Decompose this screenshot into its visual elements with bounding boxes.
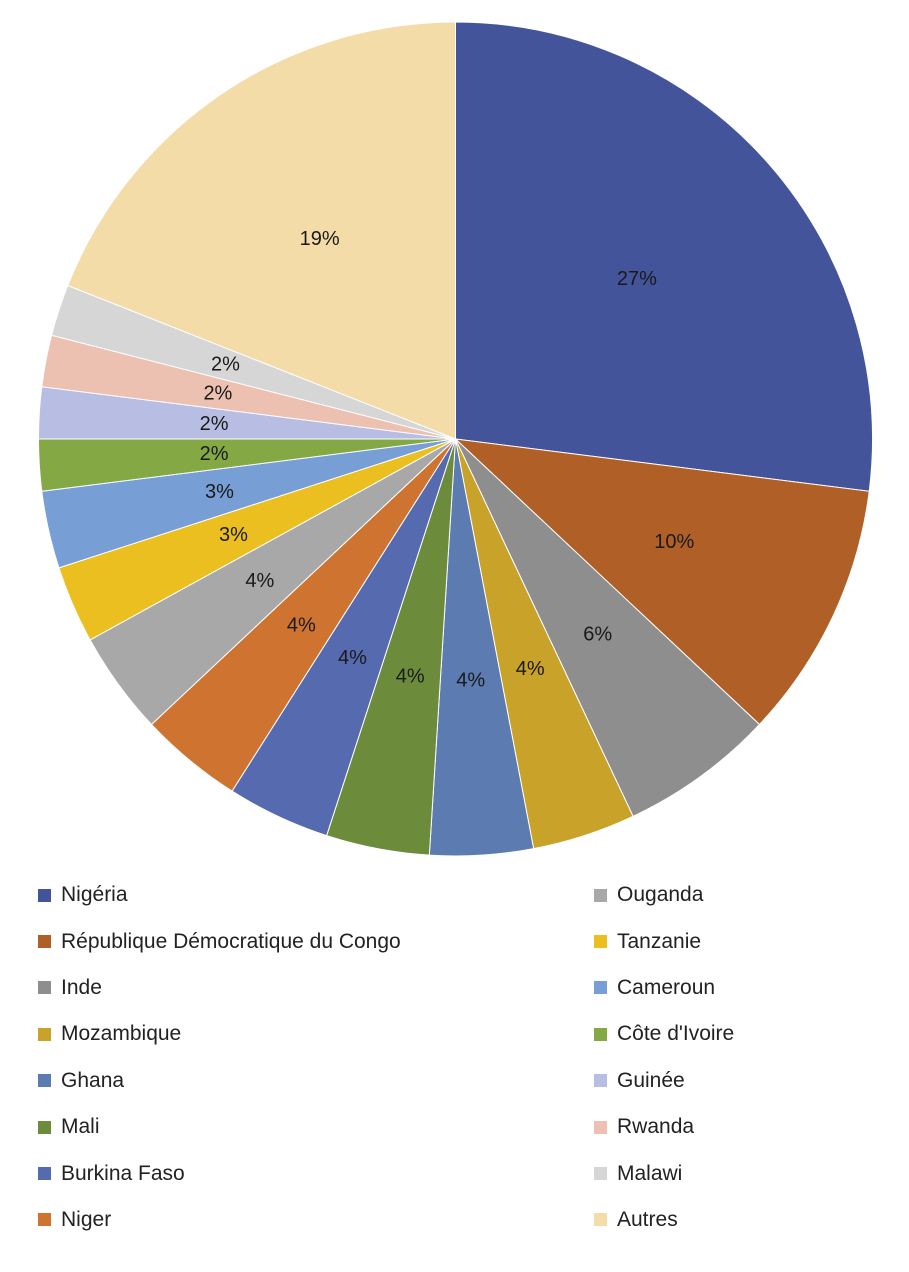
legend-item: Mozambique bbox=[38, 1011, 401, 1057]
legend-label: Niger bbox=[61, 1207, 112, 1231]
pie-slice-15 bbox=[67, 21, 456, 440]
legend-label: Mozambique bbox=[61, 1022, 182, 1046]
slice-data-label-2: 6% bbox=[583, 624, 612, 646]
legend-column-left: Nigéria République Démocratique du Congo I… bbox=[38, 872, 401, 1243]
legend-swatch bbox=[594, 888, 607, 902]
legend-label: Cameroun bbox=[617, 975, 716, 999]
slice-data-label-5: 4% bbox=[396, 666, 425, 688]
slice-data-label-0: 27% bbox=[617, 268, 657, 290]
pie-chart: 27% 10% 6% 4% 4% 4% 4% 4% 4% 3% 3% 2% 2% 2% 2% 19% bbox=[37, 21, 873, 857]
slice-data-label-12: 2% bbox=[200, 413, 229, 435]
legend-swatch bbox=[594, 1167, 607, 1181]
legend-swatch bbox=[38, 935, 51, 949]
slice-data-label-1: 10% bbox=[654, 531, 694, 553]
legend-swatch bbox=[594, 1213, 607, 1227]
legend-swatch bbox=[38, 1213, 51, 1227]
slice-data-label-9: 3% bbox=[219, 524, 248, 546]
legend-label: Autres bbox=[617, 1207, 678, 1231]
slice-data-label-8: 4% bbox=[245, 570, 274, 592]
legend-item: Inde bbox=[38, 965, 401, 1011]
slice-data-label-15: 19% bbox=[300, 228, 340, 250]
legend-item: Mali bbox=[38, 1104, 401, 1150]
legend-label: Malawi bbox=[617, 1161, 683, 1185]
legend-item: République Démocratique du Congo bbox=[38, 918, 401, 964]
slice-data-label-14: 2% bbox=[211, 353, 240, 375]
legend-label: Burkina Faso bbox=[61, 1161, 185, 1185]
legend-item: Nigéria bbox=[38, 872, 401, 918]
legend-item: Côte d'Ivoire bbox=[594, 1011, 734, 1057]
legend-item: Ouganda bbox=[594, 872, 734, 918]
legend-item: Ghana bbox=[38, 1058, 401, 1104]
legend-swatch bbox=[594, 935, 607, 949]
legend-label: Ouganda bbox=[617, 883, 704, 907]
legend-label: Mali bbox=[61, 1115, 100, 1139]
legend-swatch bbox=[594, 981, 607, 995]
legend-swatch bbox=[38, 1120, 51, 1134]
legend-item: Malawi bbox=[594, 1150, 734, 1196]
legend-swatch bbox=[594, 1074, 607, 1088]
slice-data-label-3: 4% bbox=[516, 658, 545, 680]
legend-label: Ghana bbox=[61, 1068, 125, 1092]
legend-label: Côte d'Ivoire bbox=[617, 1022, 735, 1046]
legend-label: République Démocratique du Congo bbox=[61, 929, 401, 953]
legend-label: Tanzanie bbox=[617, 929, 702, 953]
pie-chart-svg: 27% 10% 6% 4% 4% 4% 4% 4% 4% 3% 3% 2% 2% 2% 2% 19% bbox=[37, 21, 873, 857]
legend: Nigéria République Démocratique du Congo I… bbox=[38, 872, 878, 1242]
legend-item: Cameroun bbox=[594, 965, 734, 1011]
slice-data-label-6: 4% bbox=[338, 647, 367, 669]
legend-column-right: Ouganda Tanzanie Cameroun Côte d'Ivoire Guin… bbox=[594, 872, 734, 1243]
legend-swatch bbox=[38, 981, 51, 995]
legend-item: Autres bbox=[594, 1197, 734, 1243]
pie-slice-0 bbox=[455, 21, 873, 492]
legend-label: Inde bbox=[61, 975, 102, 999]
legend-swatch bbox=[38, 1074, 51, 1088]
slice-data-label-4: 4% bbox=[456, 669, 485, 691]
legend-item: Rwanda bbox=[594, 1104, 734, 1150]
legend-item: Guinée bbox=[594, 1058, 734, 1104]
legend-swatch bbox=[594, 1027, 607, 1041]
legend-item: Burkina Faso bbox=[38, 1150, 401, 1196]
slice-data-label-11: 2% bbox=[200, 443, 229, 465]
legend-swatch bbox=[38, 1027, 51, 1041]
legend-swatch bbox=[38, 1167, 51, 1181]
pie-slice-1 bbox=[454, 438, 870, 726]
slice-data-label-10: 3% bbox=[205, 481, 234, 503]
slice-data-label-7: 4% bbox=[287, 614, 316, 636]
legend-label: Guinée bbox=[617, 1068, 685, 1092]
legend-item: Tanzanie bbox=[594, 918, 734, 964]
legend-label: Rwanda bbox=[617, 1115, 695, 1139]
pie-slice-2 bbox=[455, 438, 761, 817]
slice-data-label-13: 2% bbox=[203, 383, 232, 405]
legend-label: Nigéria bbox=[61, 883, 128, 907]
legend-swatch bbox=[594, 1120, 607, 1134]
legend-swatch bbox=[38, 888, 51, 902]
legend-item: Niger bbox=[38, 1197, 401, 1243]
